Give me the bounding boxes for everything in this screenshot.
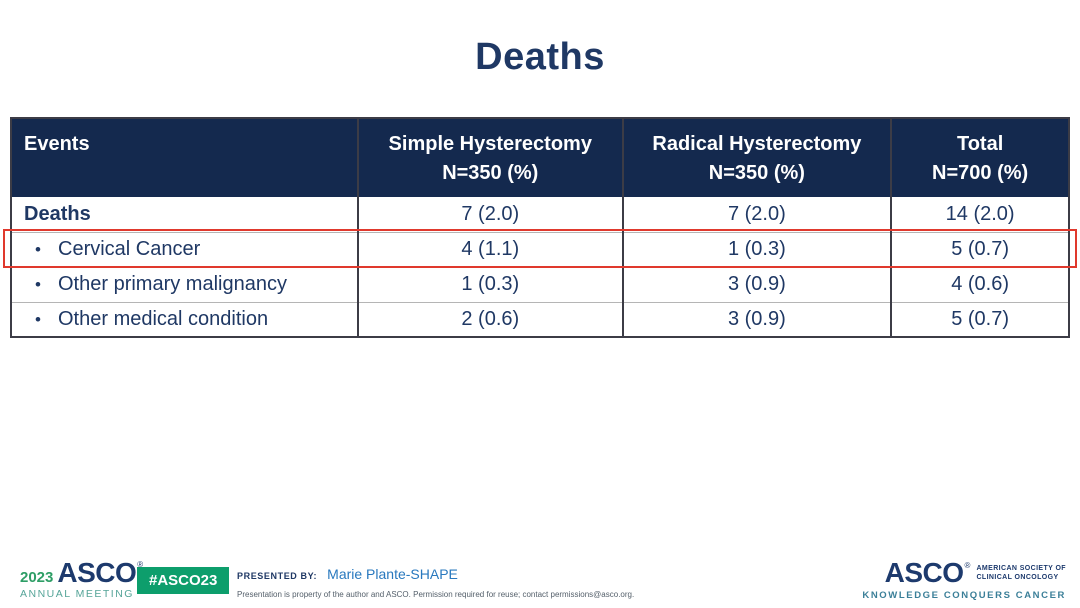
table-cell: 4 (0.6) — [890, 266, 1069, 302]
table-cell: 1 (0.3) — [357, 266, 623, 302]
table-cell: 3 (0.9) — [621, 266, 892, 302]
table-row-other-primary-malignancy: • Other primary malignancy 1 (0.3) 3 (0.9… — [11, 266, 1069, 302]
table-cell: 5 (0.7) — [890, 231, 1069, 267]
row-label-deaths: Deaths — [11, 197, 359, 232]
table-cell: 3 (0.9) — [621, 301, 892, 337]
row-label-text: Other primary malignancy — [58, 273, 287, 295]
society-name: AMERICAN SOCIETY OF CLINICAL ONCOLOGY — [976, 564, 1066, 583]
row-label-cervical-cancer: • Cervical Cancer — [11, 231, 359, 267]
society-name-line2: CLINICAL ONCOLOGY — [976, 574, 1059, 581]
registered-mark-icon: ® — [964, 561, 971, 570]
asco-wordmark: ASCO — [57, 557, 137, 588]
asco-wordmark: ASCO — [884, 557, 964, 588]
bullet-icon: • — [35, 309, 41, 329]
table-cell: 14 (2.0) — [890, 197, 1069, 232]
table-cell: 4 (1.1) — [357, 231, 623, 267]
table-cell: 7 (2.0) — [621, 197, 892, 232]
row-label-text: Other medical condition — [58, 307, 269, 330]
annual-meeting-label: ANNUAL MEETING — [20, 588, 134, 600]
deaths-table: Events Simple Hysterectomy N=350 (%) Rad… — [3, 117, 1077, 338]
presenter-name: Marie Plante-SHAPE — [327, 566, 458, 582]
society-name-line1: AMERICAN SOCIETY OF — [976, 564, 1066, 572]
table-header-row: Events Simple Hysterectomy N=350 (%) Rad… — [11, 118, 1069, 197]
column-header-simple-hysterectomy: Simple Hysterectomy N=350 (%) — [357, 118, 623, 197]
table-cell: 2 (0.6) — [357, 301, 623, 337]
meeting-year: 2023 — [20, 569, 54, 586]
permission-disclaimer: Presentation is property of the author a… — [237, 590, 635, 599]
table-cell: 5 (0.7) — [890, 301, 1069, 337]
presented-by-block: PRESENTED BY: Marie Plante-SHAPE Present… — [237, 566, 634, 599]
registered-mark-icon: ® — [137, 560, 144, 569]
hashtag-badge: #ASCO23 — [137, 567, 230, 594]
page-title: Deaths — [475, 36, 605, 78]
bullet-icon: • — [35, 275, 41, 294]
column-header-events: Events — [11, 118, 359, 197]
row-label-other-medical-condition: • Other medical condition — [11, 301, 359, 337]
bullet-icon: • — [35, 240, 41, 259]
column-header-radical-hysterectomy: Radical Hysterectomy N=350 (%) — [621, 118, 892, 197]
column-header-total: Total N=700 (%) — [890, 118, 1069, 197]
row-label-other-primary-malignancy: • Other primary malignancy — [11, 266, 359, 302]
row-label-text: Cervical Cancer — [58, 238, 201, 260]
asco-annual-meeting-logo: 2023 ASCO ® ANNUAL MEETING — [20, 557, 144, 600]
table-cell: 7 (2.0) — [357, 197, 623, 232]
table-row-deaths: Deaths 7 (2.0) 7 (2.0) 14 (2.0) — [11, 197, 1069, 232]
table-cell: 1 (0.3) — [621, 231, 892, 267]
society-tagline: KNOWLEDGE CONQUERS CANCER — [862, 590, 1066, 601]
table-row-cervical-cancer: • Cervical Cancer 4 (1.1) 1 (0.3) 5 (0.7) — [11, 231, 1069, 267]
presented-by-label: PRESENTED BY: — [237, 571, 318, 581]
table-row-other-medical-condition: • Other medical condition 2 (0.6) 3 (0.9)… — [11, 301, 1069, 337]
events-table: Events Simple Hysterectomy N=350 (%) Rad… — [10, 117, 1070, 338]
asco-society-logo: ASCO ® AMERICAN SOCIETY OF CLINICAL ONCO… — [862, 557, 1066, 602]
